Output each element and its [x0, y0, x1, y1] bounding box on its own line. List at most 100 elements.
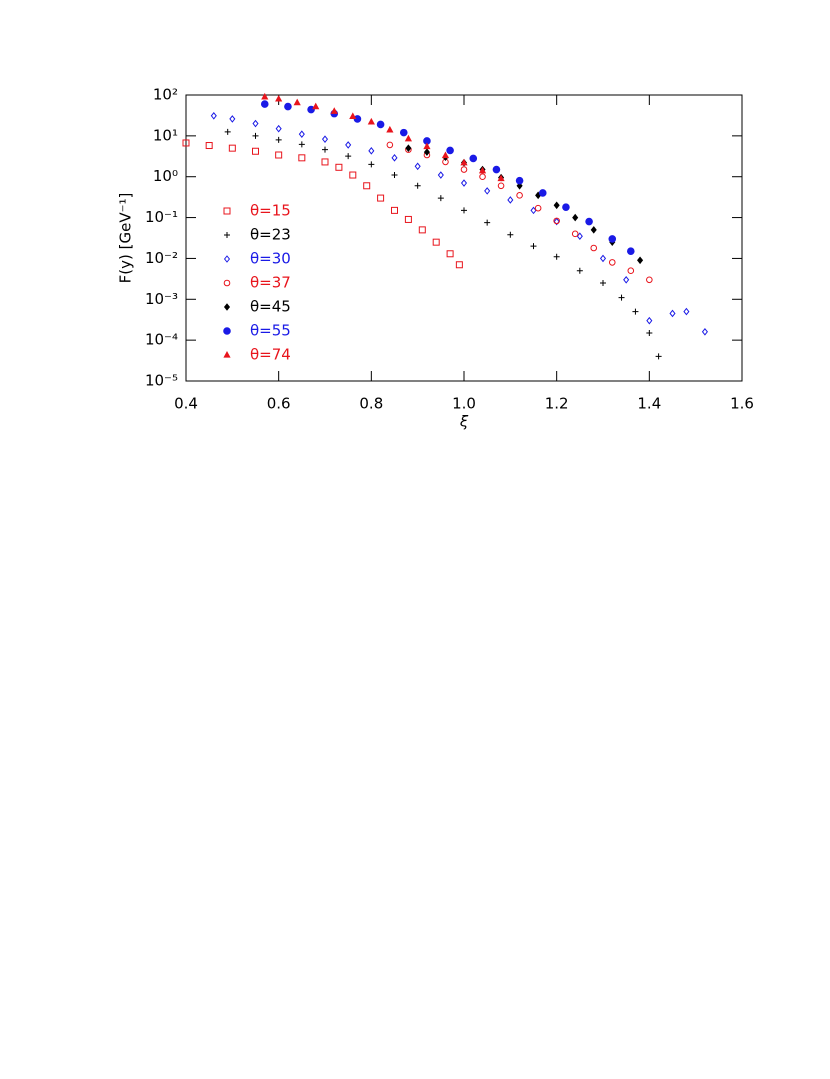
- point: [590, 226, 597, 234]
- point: [469, 154, 478, 163]
- point: [632, 308, 639, 315]
- legend-label: θ=30: [250, 250, 291, 268]
- point: [391, 154, 398, 162]
- point: [437, 195, 444, 202]
- point: [252, 147, 259, 155]
- x-tick-label: 1.2: [545, 395, 569, 413]
- point: [376, 120, 385, 129]
- point: [335, 163, 343, 171]
- point: [455, 261, 463, 269]
- point: [275, 124, 282, 133]
- point: [284, 102, 292, 111]
- point: [576, 232, 583, 241]
- point: [530, 243, 537, 250]
- point: [441, 151, 450, 159]
- point: [534, 204, 542, 212]
- point: [205, 142, 213, 150]
- point: [414, 182, 421, 189]
- point: [599, 254, 607, 263]
- point: [368, 161, 375, 168]
- x-tick-label: 0.4: [174, 395, 198, 413]
- point: [275, 151, 283, 159]
- point: [646, 316, 653, 325]
- point: [405, 144, 412, 152]
- point: [322, 146, 328, 153]
- legend-label: θ=15: [250, 202, 291, 220]
- point: [182, 139, 190, 147]
- point: [414, 162, 421, 171]
- point: [330, 107, 338, 114]
- point: [363, 182, 371, 190]
- y-tick-label: 10⁰: [153, 167, 178, 185]
- point: [585, 217, 593, 226]
- point: [446, 146, 454, 155]
- x-axis-label: ξ: [459, 413, 469, 431]
- y-tick-label: 10⁻²: [145, 249, 178, 267]
- point: [418, 226, 426, 234]
- point: [538, 189, 547, 197]
- point: [478, 166, 487, 174]
- point: [516, 181, 523, 190]
- point: [293, 98, 301, 106]
- x-tick-label: 1.6: [730, 395, 754, 413]
- point: [298, 130, 305, 138]
- point: [576, 267, 583, 274]
- point: [460, 179, 468, 187]
- x-tick-label: 0.6: [267, 395, 291, 413]
- legend-marker: [223, 207, 231, 215]
- point: [497, 174, 505, 182]
- point: [321, 135, 329, 143]
- point: [298, 154, 306, 162]
- point: [386, 141, 394, 149]
- point: [627, 247, 635, 256]
- point: [224, 128, 231, 135]
- legend-marker: [224, 232, 230, 238]
- point: [507, 196, 514, 204]
- point: [646, 276, 653, 284]
- point: [423, 142, 431, 150]
- point: [307, 105, 315, 114]
- point: [229, 115, 236, 123]
- point: [367, 117, 375, 125]
- point: [655, 353, 662, 360]
- y-tick-label: 10²: [153, 86, 178, 104]
- point: [683, 307, 690, 316]
- point: [345, 141, 352, 149]
- point: [646, 329, 653, 336]
- legend-label: θ=45: [250, 298, 291, 316]
- y-tick-label: 10⁻¹: [145, 208, 178, 226]
- point: [572, 213, 579, 222]
- point: [432, 238, 440, 246]
- y-tick-label: 10⁻⁵: [145, 372, 178, 390]
- x-tick-label: 1.4: [637, 395, 661, 413]
- point: [399, 128, 408, 137]
- legend-label: θ=74: [250, 346, 291, 364]
- legend-marker: [223, 255, 231, 263]
- point: [312, 102, 320, 110]
- x-tick-label: 1.0: [452, 395, 476, 413]
- legend-label: θ=23: [250, 226, 291, 244]
- point: [484, 219, 491, 226]
- point: [386, 125, 394, 133]
- point: [321, 158, 329, 166]
- y-tick-label: 10¹: [153, 126, 178, 144]
- legend-marker: [223, 279, 231, 287]
- point: [345, 153, 352, 160]
- point: [391, 172, 398, 179]
- point: [553, 217, 560, 225]
- point: [275, 94, 283, 102]
- point: [368, 147, 375, 155]
- legend-label: θ=37: [250, 274, 291, 292]
- legend-label: θ=55: [250, 322, 291, 340]
- point: [479, 173, 486, 181]
- point: [571, 230, 579, 238]
- point: [590, 244, 598, 252]
- point: [252, 119, 259, 128]
- point: [404, 215, 412, 223]
- point: [461, 207, 467, 214]
- point: [210, 111, 217, 120]
- point: [460, 166, 468, 173]
- y-tick-label: 10⁻⁴: [145, 331, 178, 349]
- point: [228, 144, 236, 152]
- point: [261, 92, 269, 100]
